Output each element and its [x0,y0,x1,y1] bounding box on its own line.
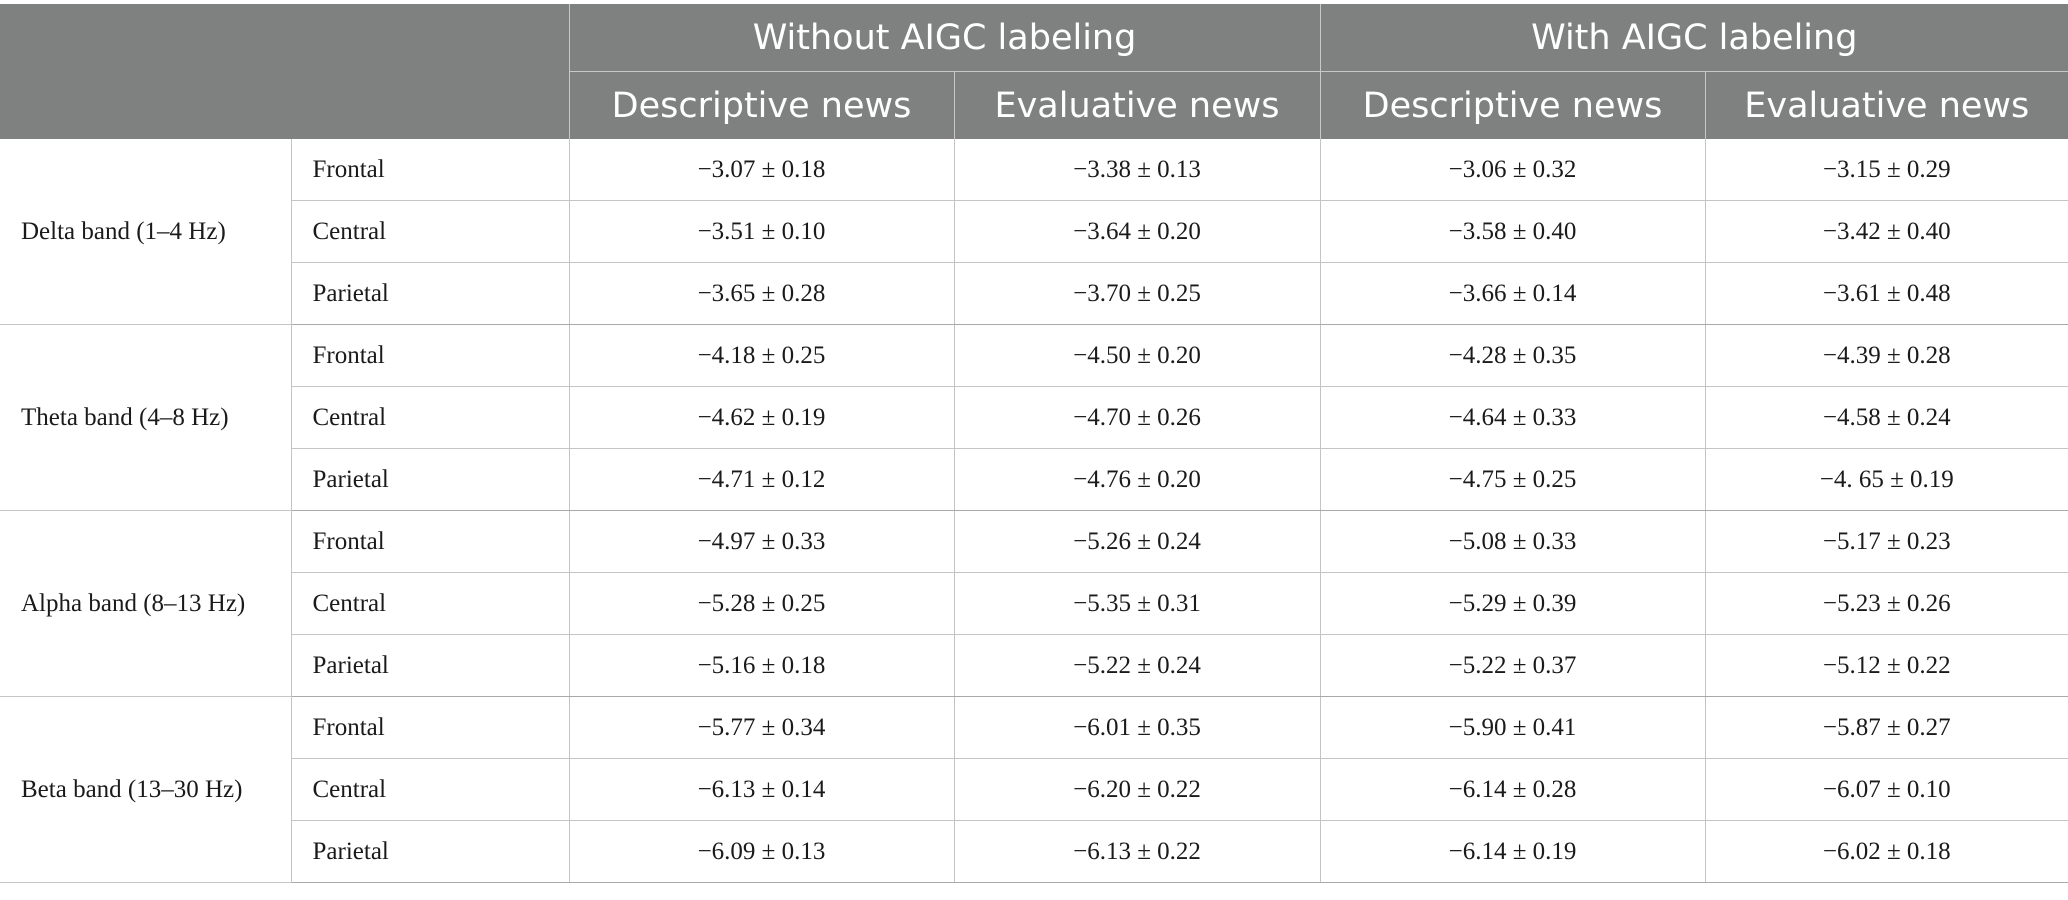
value-cell: −6.20 ± 0.22 [953,758,1321,821]
value-cell: −3.66 ± 0.14 [1319,262,1706,325]
value-cell: −3.06 ± 0.32 [1319,139,1706,201]
value-cell: −5.29 ± 0.39 [1319,572,1706,635]
value-cell: −4.62 ± 0.19 [568,386,954,449]
region-label: Parietal [290,262,569,325]
value-cell: −5.08 ± 0.33 [1319,510,1706,573]
header-col-with-descriptive: Descriptive news [1319,71,1706,139]
value-cell: −3.70 ± 0.25 [953,262,1321,325]
value-cell: −6.07 ± 0.10 [1704,758,2068,821]
region-label: Frontal [290,324,569,387]
table-row: Alpha band (8–13 Hz) Frontal −4.97 ± 0.33−… [0,510,2068,697]
value-cell: −5.22 ± 0.37 [1319,634,1706,697]
value-cell: −6.13 ± 0.14 [568,758,954,821]
band-label: Beta band (13–30 Hz) [0,696,291,883]
value-cell: −5.26 ± 0.24 [953,510,1321,573]
table-row: Parietal −5.16 ± 0.18 −5.22 ± 0.24 −5.22 ± … [0,634,2068,697]
value-cell: −6.13 ± 0.22 [953,820,1321,883]
region-label: Central [290,200,569,263]
value-cell: −5.22 ± 0.24 [953,634,1321,697]
value-cell: −6.14 ± 0.19 [1319,820,1706,883]
value-cell: −6.14 ± 0.28 [1319,758,1706,821]
value-cell: −3.64 ± 0.20 [953,200,1321,263]
value-cell: −4.76 ± 0.20 [953,448,1321,511]
header-row-groups: Without AIGC labeling With AIGC labeling [0,4,2068,139]
value-cell: −3.65 ± 0.28 [568,262,954,325]
value-cell: −3.58 ± 0.40 [1319,200,1706,263]
value-cell: −3.61 ± 0.48 [1704,262,2068,325]
header-col-without-evaluative: Evaluative news [953,71,1321,139]
region-label: Parietal [290,820,569,883]
table-row: Parietal −6.09 ± 0.13 −6.13 ± 0.22 −6.14 ± … [0,820,2068,883]
band-label: Alpha band (8–13 Hz) [0,510,291,697]
header-group-without-labeling: Without AIGC labeling [568,4,1321,72]
table-row: Central −3.51 ± 0.10 −3.64 ± 0.20 −3.58 ± 0… [0,200,2068,263]
value-cell: −5.87 ± 0.27 [1704,696,2068,759]
table-row: Delta band (1–4 Hz) Frontal −3.07 ± 0.18 −3… [0,139,2068,325]
value-cell: −4.50 ± 0.20 [953,324,1321,387]
value-cell: −5.23 ± 0.26 [1704,572,2068,635]
value-cell: −4.58 ± 0.24 [1704,386,2068,449]
value-cell: −4.70 ± 0.26 [953,386,1321,449]
value-cell: −4.71 ± 0.12 [568,448,954,511]
table-row: Central −4.62 ± 0.19 −4.70 ± 0.26 −4.64 ± 0… [0,386,2068,449]
value-cell: −3.51 ± 0.10 [568,200,954,263]
table-row: Central −6.13 ± 0.14 −6.20 ± 0.22 −6.14 ± 0… [0,758,2068,821]
region-label: Central [290,572,569,635]
value-cell: −3.07 ± 0.18 [568,139,954,201]
value-cell: −3.15 ± 0.29 [1704,139,2068,201]
value-cell: −4.18 ± 0.25 [568,324,954,387]
table-row: Central −5.28 ± 0.25 −5.35 ± 0.31 −5.29 ± 0… [0,572,2068,635]
header-corner-cell [0,4,569,139]
value-cell: −5.17 ± 0.23 [1704,510,2068,573]
value-cell: −5.28 ± 0.25 [568,572,954,635]
table-header: Without AIGC labeling With AIGC labeling… [0,4,2068,139]
table-body: Delta band (1–4 Hz) Frontal −3.07 ± 0.18 −3… [0,139,2068,883]
header-row-columns: Descriptive news Evaluative news Descrip… [0,71,2068,139]
band-label: Delta band (1–4 Hz) [0,139,291,325]
value-cell: −4.39 ± 0.28 [1704,324,2068,387]
value-cell: −4.28 ± 0.35 [1319,324,1706,387]
region-label: Parietal [290,634,569,697]
header-col-without-descriptive: Descriptive news [568,71,954,139]
value-cell: −6.01 ± 0.35 [953,696,1321,759]
value-cell: −6.02 ± 0.18 [1704,820,2068,883]
eeg-power-table: Without AIGC labeling With AIGC labeling… [0,4,2068,883]
table-row: Theta band (4–8 Hz) Frontal −4.18 ± 0.25 −4… [0,324,2068,511]
table-row: Parietal −3.65 ± 0.28 −3.70 ± 0.25 −3.66 ± … [0,262,2068,325]
band-label: Theta band (4–8 Hz) [0,324,291,511]
value-cell: −4.64 ± 0.33 [1319,386,1706,449]
value-cell: −5.90 ± 0.41 [1319,696,1706,759]
value-cell: −5.12 ± 0.22 [1704,634,2068,697]
region-label: Parietal [290,448,569,511]
value-cell: −6.09 ± 0.13 [568,820,954,883]
table-row: Parietal −4.71 ± 0.12 −4.76 ± 0.20 −4.75 ± … [0,448,2068,511]
value-cell: −3.38 ± 0.13 [953,139,1321,201]
region-label: Frontal [290,696,569,759]
value-cell: −4. 65 ± 0.19 [1704,448,2068,511]
header-col-with-evaluative: Evaluative news [1704,71,2068,139]
value-cell: −5.16 ± 0.18 [568,634,954,697]
region-label: Central [290,386,569,449]
region-label: Central [290,758,569,821]
value-cell: −4.97 ± 0.33 [568,510,954,573]
value-cell: −3.42 ± 0.40 [1704,200,2068,263]
value-cell: −4.75 ± 0.25 [1319,448,1706,511]
region-label: Frontal [290,139,569,201]
value-cell: −5.35 ± 0.31 [953,572,1321,635]
value-cell: −5.77 ± 0.34 [568,696,954,759]
region-label: Frontal [290,510,569,573]
table-row: Beta band (13–30 Hz) Frontal −5.77 ± 0.34−… [0,696,2068,883]
header-group-with-labeling: With AIGC labeling [1319,4,2068,72]
